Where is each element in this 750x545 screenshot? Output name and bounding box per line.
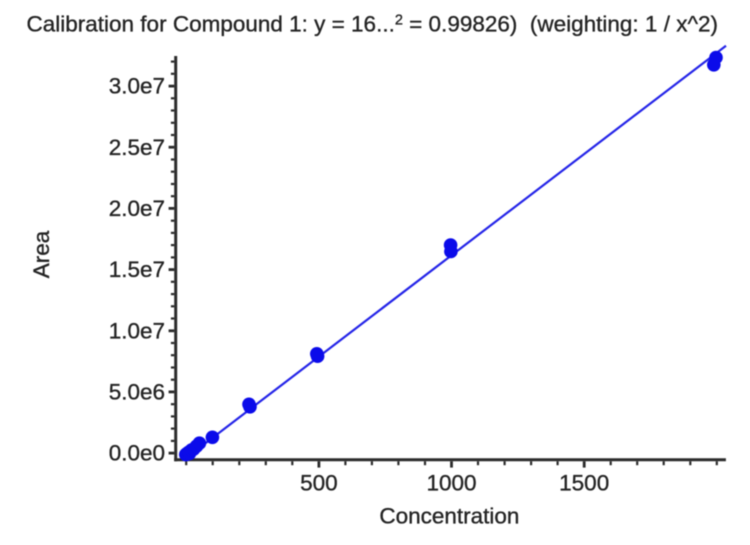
svg-text:1000: 1000 — [426, 471, 476, 496]
svg-text:Area: Area — [29, 230, 54, 278]
svg-text:2.0e7: 2.0e7 — [109, 196, 165, 221]
svg-text:1.0e7: 1.0e7 — [109, 318, 165, 343]
svg-text:Concentration: Concentration — [379, 504, 519, 529]
svg-text:2.5e7: 2.5e7 — [109, 135, 165, 160]
svg-text:500: 500 — [300, 471, 338, 496]
svg-text:3.0e7: 3.0e7 — [109, 74, 165, 99]
svg-text:Calibration for Compound 1: y: Calibration for Compound 1: y = 16...2 =… — [27, 11, 719, 36]
svg-text:0.0e0: 0.0e0 — [109, 441, 165, 466]
svg-text:1500: 1500 — [559, 471, 609, 496]
svg-text:5.0e6: 5.0e6 — [109, 379, 165, 404]
svg-text:1.5e7: 1.5e7 — [109, 257, 165, 282]
